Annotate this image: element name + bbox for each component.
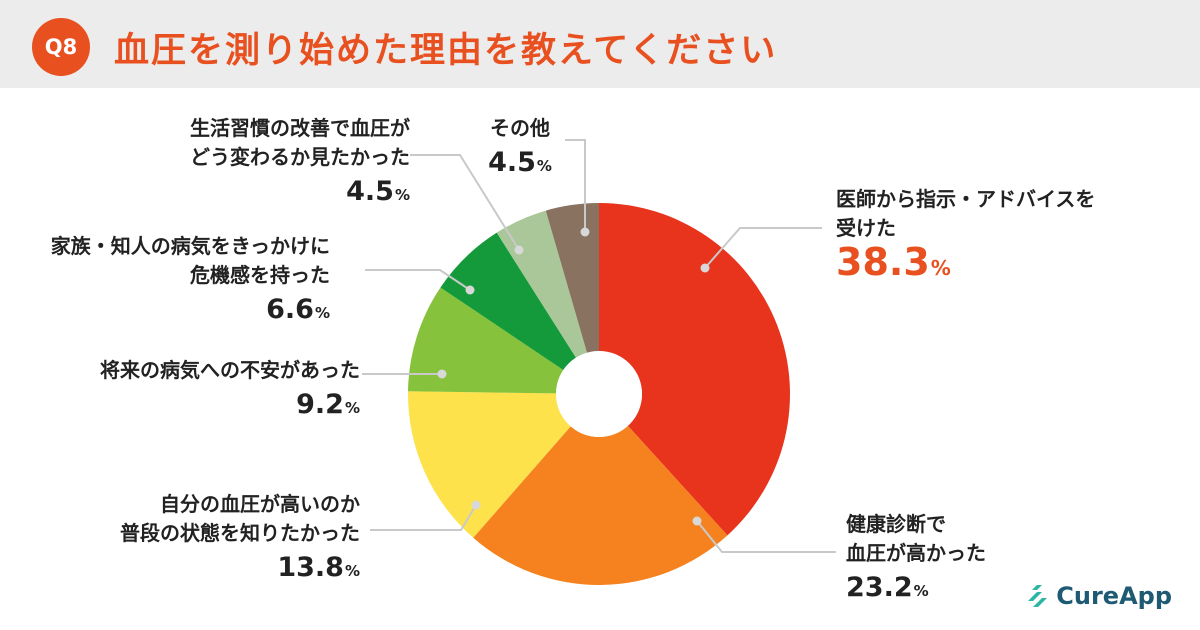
donut-hole (556, 351, 642, 437)
leader-line (565, 139, 586, 232)
leader-dot (437, 369, 447, 379)
header-bar: Q8 血圧を測り始めた理由を教えてください (0, 0, 1200, 88)
slice-label-text: その他 (490, 116, 550, 140)
slice-value-unit: % (536, 157, 552, 175)
slice-value: 9.2% (100, 390, 360, 423)
slice-label: 医師から指示・アドバイスを 受けた 38.3% (836, 185, 1095, 283)
pie-slice (599, 203, 791, 536)
slice-value-number: 13.8 (277, 552, 344, 583)
slice-label-text: 生活習慣の改善で血圧が (190, 116, 410, 140)
leader-dot (580, 227, 590, 237)
slice-label-text: 健康診断で (846, 512, 946, 536)
leader-dot (471, 500, 481, 510)
slice-label: 生活習慣の改善で血圧が どう変わるか見たかった 4.5% (190, 114, 410, 210)
slice-label: 自分の血圧が高いのか普段の状態を知りたかった 13.8% (120, 490, 360, 586)
slice-value: 4.5% (470, 148, 570, 181)
leader-dot (514, 245, 524, 255)
leader-line (704, 227, 822, 269)
slice-group (408, 203, 791, 586)
leader-dot (465, 285, 475, 295)
leader-line (365, 269, 471, 291)
slice-value-number: 4.5 (346, 176, 394, 207)
slice-value-number: 6.6 (266, 294, 314, 325)
slice-value-number: 23.2 (846, 572, 913, 603)
leader-line (696, 520, 836, 553)
slice-value-unit: % (930, 256, 951, 280)
brand-name: CureApp (1056, 582, 1172, 610)
slice-value-number: 38.3 (836, 240, 930, 284)
leader-line-group (362, 139, 836, 553)
cureapp-logo-icon (1028, 585, 1048, 607)
slice-label-text: 医師から指示・アドバイスを (836, 187, 1096, 211)
slice-value: 38.3% (836, 243, 1095, 283)
slice-value-unit: % (344, 562, 360, 580)
pie-slice (545, 203, 599, 353)
page-title: 血圧を測り始めた理由を教えてください (114, 31, 778, 71)
slice-value-unit: % (913, 582, 929, 600)
slice-label-text: 普段の状態を知りたかった (120, 521, 360, 545)
pie-slice (473, 425, 728, 586)
slice-value-unit: % (344, 399, 360, 417)
pie-slice (408, 391, 571, 538)
slice-value: 23.2% (846, 573, 986, 606)
slice-value-unit: % (314, 304, 330, 322)
slice-label-text: 将来の病気への不安があった (100, 358, 360, 382)
slice-value: 13.8% (120, 553, 360, 586)
slice-label-text: 危機感を持った (190, 263, 330, 287)
slice-label-text: 受けた (836, 216, 896, 240)
question-badge: Q8 (32, 18, 90, 76)
pie-slice (408, 287, 564, 394)
slice-value: 6.6% (51, 295, 330, 328)
leader-dot (692, 516, 702, 526)
slice-label: その他 4.5% (470, 114, 570, 181)
brand-logo: CureApp (1024, 582, 1172, 610)
slice-label: 家族・知人の病気をきっかけに危機感を持った 6.6% (51, 232, 330, 328)
slice-label-text: どう変わるか見たかった (190, 145, 410, 169)
pie-slice (440, 232, 576, 371)
leader-line (410, 154, 520, 251)
leader-line (370, 504, 477, 531)
slice-value: 4.5% (190, 177, 410, 210)
slice-value-unit: % (394, 186, 410, 204)
leader-dot (700, 263, 710, 273)
slice-label-text: 血圧が高かった (846, 541, 986, 565)
slice-label-text: 自分の血圧が高いのか (160, 492, 360, 516)
slice-label: 健康診断で血圧が高かった 23.2% (846, 510, 986, 606)
slice-value-number: 9.2 (296, 389, 344, 420)
slice-label: 将来の病気への不安があった 9.2% (100, 356, 360, 423)
slice-value-number: 4.5 (488, 147, 536, 178)
slice-label-text: 家族・知人の病気をきっかけに (50, 234, 330, 258)
